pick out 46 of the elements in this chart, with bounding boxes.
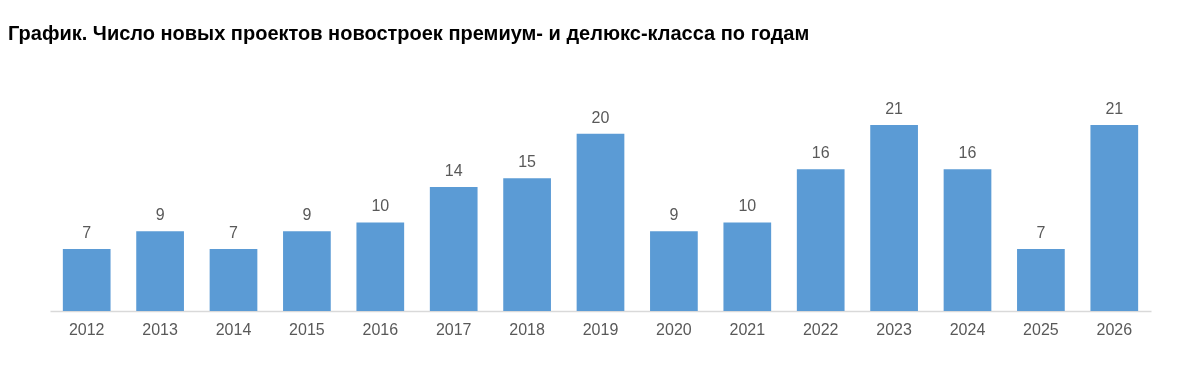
x-tick-label: 2016	[362, 320, 399, 338]
bar	[136, 231, 184, 311]
data-label: 9	[155, 206, 165, 224]
x-tick-label: 2014	[215, 320, 252, 338]
data-label: 16	[958, 144, 977, 162]
bar	[209, 249, 258, 311]
chart-title: График. Число новых проектов новостроек премиум- и делюкс-класса по годам	[8, 22, 810, 44]
x-tick-label: 2013	[142, 320, 178, 338]
x-tick-label: 2026	[1096, 320, 1133, 338]
bar	[429, 187, 478, 311]
x-tick-label: 2022	[802, 320, 839, 338]
bar	[650, 231, 698, 311]
x-tick-label: 2018	[509, 320, 545, 338]
bar	[62, 249, 111, 311]
x-tick-label: 2020	[656, 320, 692, 338]
data-label: 9	[669, 206, 679, 224]
data-label: 7	[1036, 224, 1046, 241]
x-tick-label: 2012	[68, 320, 105, 338]
x-tick-label: 2021	[729, 320, 766, 338]
bar	[283, 231, 331, 311]
x-tick-label: 2019	[582, 320, 619, 338]
bar	[796, 169, 845, 311]
data-label: 16	[811, 144, 830, 162]
data-label: 9	[302, 206, 312, 224]
x-tick-label: 2025	[1023, 320, 1059, 338]
data-label: 10	[738, 197, 757, 215]
x-tick-label: 2017	[435, 320, 472, 338]
bar	[943, 169, 992, 311]
bar	[723, 222, 772, 311]
bar	[1090, 125, 1139, 311]
bar	[576, 133, 625, 311]
bar	[1017, 249, 1065, 311]
x-tick-label: 2024	[949, 320, 986, 338]
data-label: 7	[229, 224, 239, 241]
data-label: 21	[885, 100, 904, 117]
bar	[870, 125, 918, 311]
bar	[503, 178, 551, 311]
data-label: 7	[82, 224, 92, 241]
data-label: 15	[518, 153, 537, 171]
data-label: 21	[1105, 100, 1124, 117]
x-tick-label: 2015	[289, 320, 325, 338]
data-label: 14	[444, 162, 463, 179]
data-label: 10	[371, 197, 390, 215]
data-label: 20	[591, 108, 610, 126]
x-tick-label: 2023	[876, 320, 912, 338]
bar	[356, 222, 405, 311]
